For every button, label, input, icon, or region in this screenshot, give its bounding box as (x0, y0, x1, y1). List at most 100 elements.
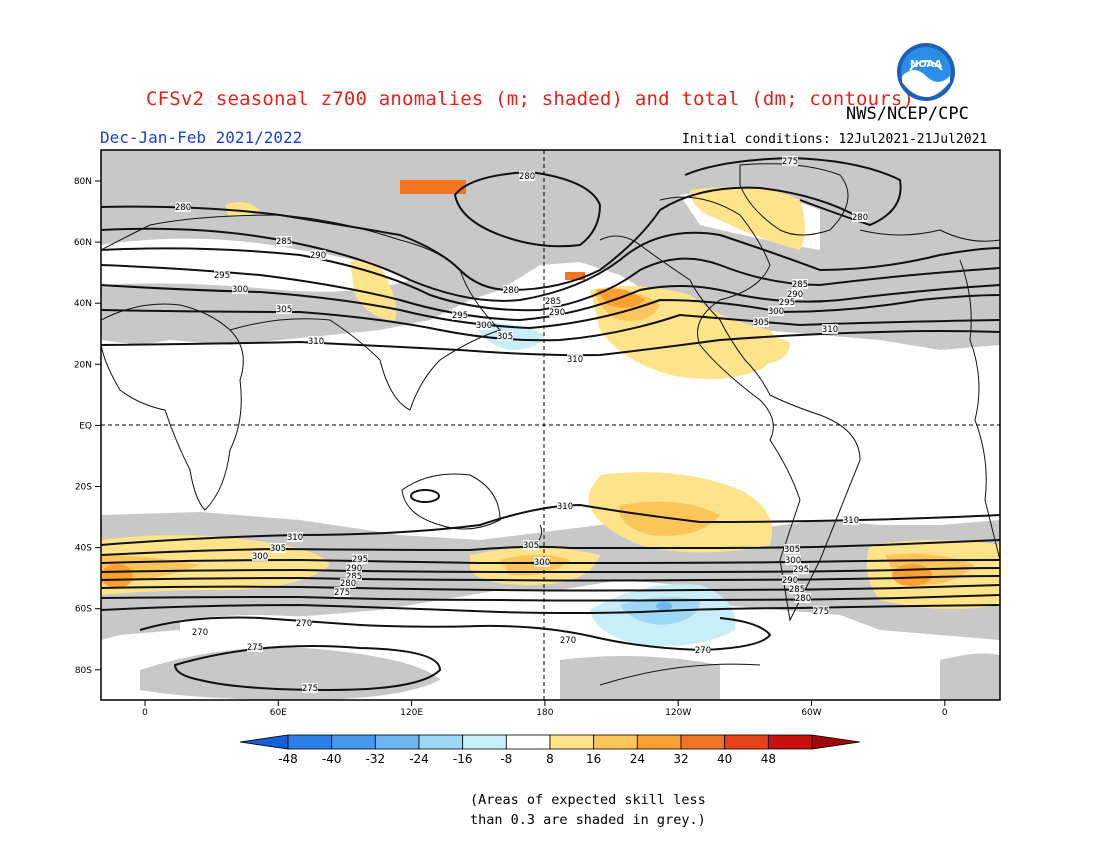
lat-tick-label: 60N (74, 238, 92, 248)
lat-tick-label: 60S (75, 605, 92, 615)
contour-label: 300 (785, 556, 801, 566)
contour-label: 285 (789, 585, 805, 595)
contour-label: 285 (346, 572, 362, 582)
footnote-line-2: than 0.3 are shaded in grey.) (470, 812, 706, 828)
contour-label: 295 (352, 555, 368, 565)
contour-label: 290 (782, 576, 798, 586)
contour-label: 280 (503, 286, 519, 296)
colorbar-segment (331, 734, 376, 750)
colorbar-segment (462, 734, 507, 750)
noaa-logo: NOAA (897, 43, 955, 101)
colorbar-segment (680, 734, 726, 750)
contour-label: 305 (784, 545, 800, 555)
colorbar-segment (287, 734, 333, 750)
lat-tick-label: EQ (79, 421, 92, 431)
colorbar-max-arrow (811, 734, 861, 750)
contour-label: 285 (276, 237, 292, 247)
initial-conditions-label: Initial conditions: 12Jul2021-21Jul2021 (682, 132, 988, 147)
colorbar-tick-label: 32 (673, 752, 688, 766)
contour-label: 280 (519, 172, 535, 182)
colorbar-tick-label: 8 (546, 752, 554, 766)
height-contours (101, 156, 1000, 692)
colorbar-segment (767, 734, 813, 750)
contour-label: 270 (695, 646, 711, 656)
contour-label: 285 (792, 280, 808, 290)
colorbar-segment (374, 734, 420, 750)
footnote-line-1: (Areas of expected skill less (470, 792, 706, 808)
lat-tick-label: 80N (74, 177, 92, 187)
contour-label: 310 (308, 337, 324, 347)
contour-label: 305 (270, 544, 286, 554)
contour-label: 310 (557, 502, 573, 512)
contour-label: 280 (852, 213, 868, 223)
colorbar-tick-label: -8 (500, 752, 512, 766)
contour-label: 295 (452, 311, 468, 321)
colorbar-tick-label: 24 (630, 752, 645, 766)
contour-label: 270 (296, 619, 312, 629)
contour-label: 275 (302, 684, 318, 694)
contour-label: 275 (247, 643, 263, 653)
contour-label: 275 (782, 157, 798, 167)
colorbar: -48 -40 -32 -24 -16 -8 8 16 24 32 40 48 (239, 734, 861, 766)
contour-label: 300 (476, 321, 492, 331)
lon-tick-label: 60E (270, 708, 287, 718)
lon-tick-label: 120W (665, 708, 691, 718)
map-title: CFSv2 seasonal z700 anomalies (m; shaded… (146, 88, 915, 110)
lon-tick-label: 180 (536, 708, 553, 718)
agency-label: NWS/NCEP/CPC (846, 104, 969, 124)
colorbar-tick-label: -32 (366, 752, 386, 766)
colorbar-tick-label: 16 (586, 752, 601, 766)
contour-label: 295 (214, 271, 230, 281)
colorbar-tick-label: -40 (322, 752, 342, 766)
colorbar-segment (418, 734, 464, 750)
colorbar-min-arrow (239, 734, 289, 750)
contour-label: 280 (795, 594, 811, 604)
longitude-axis: 0 60E 120E 180 120W 60W 0 (142, 700, 948, 718)
colorbar-segment (636, 734, 682, 750)
colorbar-tick-label: -16 (453, 752, 473, 766)
lat-tick-label: 20N (74, 360, 92, 370)
contour-label: 295 (793, 565, 809, 575)
colorbar-segment (724, 734, 769, 750)
contour-label: 310 (843, 516, 859, 526)
contour-label: 300 (534, 558, 550, 568)
skill-footnote: (Areas of expected skill less than 0.3 a… (470, 790, 770, 830)
colorbar-tick-label: 40 (717, 752, 732, 766)
colorbar-tick-label: -24 (409, 752, 429, 766)
contour-label: 290 (310, 251, 326, 261)
contour-label: 275 (334, 588, 350, 598)
contour-label: 275 (813, 607, 829, 617)
contour-label: 290 (549, 308, 565, 318)
contour-label: 305 (276, 305, 292, 315)
lat-tick-label: 40N (74, 299, 92, 309)
contour-label: 280 (175, 203, 191, 213)
contour-label: 295 (779, 298, 795, 308)
contour-label: 300 (768, 307, 784, 317)
lon-tick-label: 60W (801, 708, 821, 718)
noaa-logo-text: NOAA (910, 59, 942, 70)
contour-label: 310 (822, 325, 838, 335)
colorbar-tick-label: -48 (278, 752, 298, 766)
contour-label: 305 (523, 541, 539, 551)
lat-tick-label: 40S (75, 544, 92, 554)
latitude-axis: 80N 60N 40N 20N EQ 20S 40S 60S 80S (74, 177, 101, 676)
colorbar-segment (505, 734, 551, 750)
contour-label: 270 (192, 628, 208, 638)
contour-label: 310 (567, 355, 583, 365)
contour-label: 305 (753, 318, 769, 328)
lat-tick-label: 20S (75, 483, 92, 493)
lon-tick-label: 0 (942, 708, 948, 718)
contour-label: 310 (287, 533, 303, 543)
season-label: Dec-Jan-Feb 2021/2022 (100, 128, 303, 147)
lat-tick-label: 80S (75, 666, 92, 676)
contour-label: 290 (346, 564, 362, 574)
colorbar-tick-label: 48 (761, 752, 776, 766)
lon-tick-label: 120E (400, 708, 423, 718)
colorbar-segment (593, 734, 638, 750)
contour-label: 290 (787, 290, 803, 300)
contour-label: 300 (232, 285, 248, 295)
contour-label: 305 (497, 332, 513, 342)
contour-label: 300 (252, 552, 268, 562)
contour-label: 270 (560, 636, 576, 646)
